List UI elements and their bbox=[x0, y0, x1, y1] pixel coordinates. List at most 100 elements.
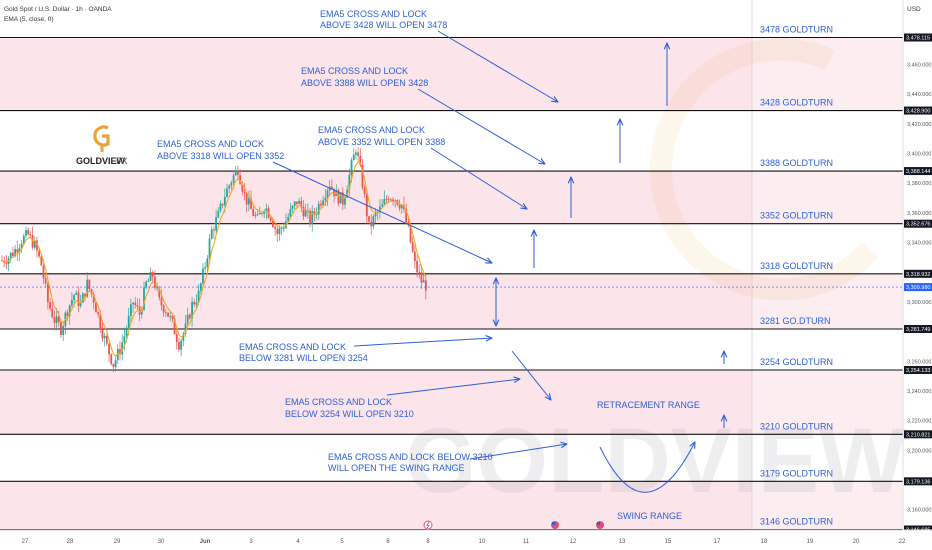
candle bbox=[298, 198, 301, 205]
y-tick-8: 3,340.000 bbox=[907, 241, 931, 247]
candle bbox=[226, 183, 228, 198]
candle bbox=[261, 211, 263, 217]
candle bbox=[27, 227, 30, 236]
candle bbox=[186, 307, 189, 328]
candle bbox=[409, 224, 412, 244]
level-label-2: 3388 GOLDTURN bbox=[760, 158, 833, 168]
candle bbox=[33, 236, 36, 250]
price-tag-6: 3,281.749 bbox=[906, 327, 930, 333]
candle bbox=[381, 199, 384, 207]
candle bbox=[149, 267, 152, 282]
candle bbox=[62, 322, 65, 342]
y-tick-4: 3,240.000 bbox=[907, 389, 931, 395]
candle bbox=[363, 184, 366, 198]
time-axis[interactable]: 27 28 29 30 Jun 3 4 5 6 8 10 11 12 13 15 17 18 19 20 22 bbox=[0, 529, 932, 550]
candle bbox=[313, 207, 316, 222]
x-tick-0: 27 bbox=[22, 539, 29, 545]
candle bbox=[160, 289, 163, 311]
price-tag-3: 3,352.676 bbox=[906, 222, 930, 228]
x-tick-10: 10 bbox=[479, 539, 486, 545]
candle bbox=[245, 192, 248, 212]
price-tag-bg-7 bbox=[904, 365, 932, 374]
arrow-to-3281 bbox=[353, 338, 492, 347]
candle bbox=[420, 264, 423, 289]
level-label-9: 3146 GOLDTURN bbox=[760, 517, 833, 527]
price-tag-bg-4 bbox=[904, 269, 932, 278]
candle bbox=[293, 200, 296, 210]
candle bbox=[348, 168, 351, 196]
time-axis-bg bbox=[0, 530, 932, 550]
candle bbox=[140, 306, 143, 319]
candle bbox=[269, 216, 272, 224]
y-tick-14: 3,460.000 bbox=[907, 62, 931, 68]
candle bbox=[361, 159, 364, 191]
candle bbox=[97, 311, 100, 318]
annotation-4: EMA5 CROSS AND LOCK ABOVE 3352 WILL OPEN… bbox=[318, 125, 445, 147]
candle bbox=[114, 356, 117, 372]
candle bbox=[405, 203, 408, 224]
x-tick-16: 18 bbox=[761, 539, 768, 545]
candle bbox=[53, 310, 56, 331]
annotation-retracement-range: RETRACEMENT RANGE bbox=[597, 400, 700, 410]
candle bbox=[51, 301, 54, 319]
price-tag-2: 3,388.144 bbox=[906, 169, 930, 175]
x-tick-7: 5 bbox=[340, 539, 344, 545]
swing-range-curve bbox=[599, 442, 695, 493]
candle bbox=[81, 292, 84, 304]
candle bbox=[320, 199, 322, 209]
price-axis[interactable]: 3,160.0003,180.0003,200.0003,220.0003,24… bbox=[902, 0, 932, 534]
y-tick-13: 3,440.000 bbox=[907, 92, 931, 98]
candle bbox=[411, 236, 414, 254]
annotation-5: EMA5 CROSS AND LOCK BELOW 3281 WILL OPEN… bbox=[239, 342, 368, 363]
candle bbox=[418, 264, 421, 279]
candle bbox=[210, 225, 213, 240]
price-tag-bg-8 bbox=[904, 430, 932, 439]
candle bbox=[263, 209, 266, 219]
x-tick-17: 19 bbox=[807, 539, 814, 545]
y-tick-5: 3,260.000 bbox=[907, 359, 931, 365]
arrow-to-3388 bbox=[430, 147, 527, 209]
candle bbox=[49, 298, 51, 311]
price-tag-9: 3,179.136 bbox=[906, 479, 930, 485]
candle bbox=[300, 196, 303, 212]
candle bbox=[175, 327, 178, 350]
candle bbox=[416, 255, 418, 278]
price-tag-5: 3,309.980 bbox=[906, 285, 930, 291]
watermark-logo bbox=[650, 38, 879, 301]
candle bbox=[302, 199, 305, 221]
candle bbox=[164, 308, 167, 318]
candle bbox=[162, 304, 165, 317]
candle bbox=[333, 188, 335, 203]
x-tick-1: 28 bbox=[67, 539, 74, 545]
candle bbox=[112, 363, 115, 373]
ema5-line bbox=[1, 161, 427, 357]
candle bbox=[234, 165, 237, 177]
annotation-6: EMA5 CROSS AND LOCK BELOW 3254 WILL OPEN… bbox=[285, 397, 414, 419]
candle bbox=[370, 214, 373, 235]
x-tick-6: 4 bbox=[296, 539, 300, 545]
price-tag-bg-0 bbox=[904, 33, 932, 42]
candle bbox=[379, 199, 381, 219]
price-tag-bg-9 bbox=[904, 477, 932, 486]
candle bbox=[304, 203, 307, 218]
annotation-layer: EMA5 CROSS AND LOCK ABOVE 3428 WILL OPEN… bbox=[157, 9, 700, 521]
candle bbox=[296, 201, 298, 208]
watermark-text: GOLDVIEW bbox=[405, 410, 906, 512]
candle bbox=[145, 280, 148, 290]
event-icons[interactable] bbox=[423, 520, 604, 530]
candle bbox=[289, 202, 292, 219]
annotation-1: EMA5 CROSS AND LOCK ABOVE 3428 WILL OPEN… bbox=[320, 9, 447, 30]
candle bbox=[138, 298, 141, 321]
candle bbox=[385, 195, 388, 203]
candle bbox=[25, 226, 27, 238]
candle bbox=[213, 225, 215, 239]
annotation-swing-range: SWING RANGE bbox=[617, 511, 682, 521]
logo-name: GOLDVIEW bbox=[76, 156, 126, 166]
candle bbox=[132, 302, 134, 313]
event-flash-icon[interactable] bbox=[423, 520, 433, 530]
level-label-6: 3254 GOLDTURN bbox=[760, 357, 833, 367]
candle bbox=[407, 217, 410, 228]
indicator-legend[interactable]: EMA (5, close, 0) bbox=[4, 16, 54, 23]
candle bbox=[88, 279, 91, 292]
